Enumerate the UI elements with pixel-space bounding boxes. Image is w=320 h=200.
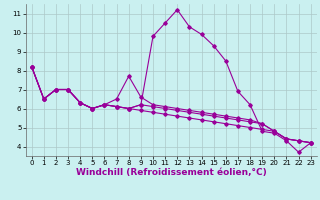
X-axis label: Windchill (Refroidissement éolien,°C): Windchill (Refroidissement éolien,°C) xyxy=(76,168,267,177)
